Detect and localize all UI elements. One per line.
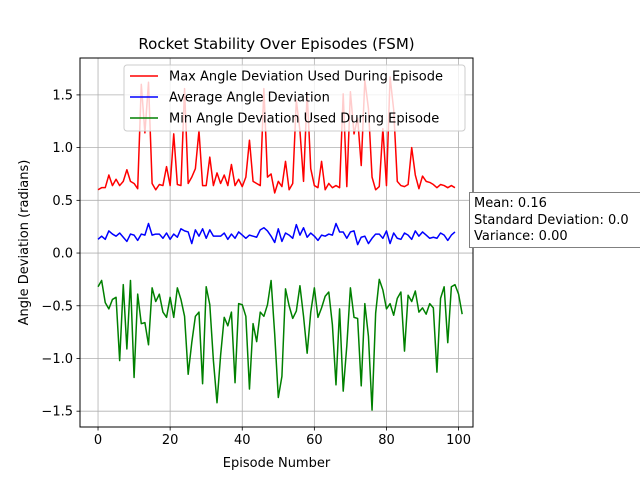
statistics-box: Mean: 0.16 Standard Deviation: 0.0 Varia…	[469, 192, 640, 248]
stats-variance: Variance: 0.00	[474, 229, 568, 244]
y-tick-label: 0.0	[52, 247, 73, 262]
min-angle-series-line	[97, 278, 463, 411]
y-tick-label: −1.0	[41, 352, 73, 367]
legend: Max Angle Deviation Used During Episode A…	[123, 64, 466, 132]
legend-item-average-label: Average Angle Deviation	[169, 91, 330, 106]
average-angle-series-line	[97, 222, 456, 246]
x-tick-label: 0	[94, 433, 102, 448]
x-axis-label: Episode Number	[223, 456, 331, 471]
y-tick-label: 1.5	[52, 88, 73, 103]
chart-title: Rocket Stability Over Episodes (FSM)	[138, 35, 414, 53]
legend-item-min-label: Min Angle Deviation Used During Episode	[169, 112, 439, 127]
x-tick-label: 80	[378, 433, 395, 448]
legend-item-max-label: Max Angle Deviation Used During Episode	[169, 70, 443, 85]
y-axis-label: Angle Deviation (radians)	[17, 160, 32, 326]
x-tick-label: 20	[162, 433, 179, 448]
y-tick-label: −0.5	[41, 299, 73, 314]
max-angle-series-line	[97, 76, 456, 194]
y-tick-label: −1.5	[41, 405, 73, 420]
stats-mean: Mean: 0.16	[474, 196, 547, 211]
stats-std: Standard Deviation: 0.0	[474, 212, 629, 228]
x-tick-label: 60	[306, 433, 323, 448]
axis-ticks: 0 20 40 60 80 100 −1.5 −1.0 −0.5 0.0 0.5 1.0 1.5	[41, 88, 471, 448]
x-tick-label: 100	[446, 433, 471, 448]
x-tick-label: 40	[234, 433, 251, 448]
y-tick-label: 0.5	[52, 194, 73, 209]
y-tick-label: 1.0	[52, 141, 73, 156]
series-lines	[97, 76, 463, 411]
legend-box	[123, 64, 466, 132]
